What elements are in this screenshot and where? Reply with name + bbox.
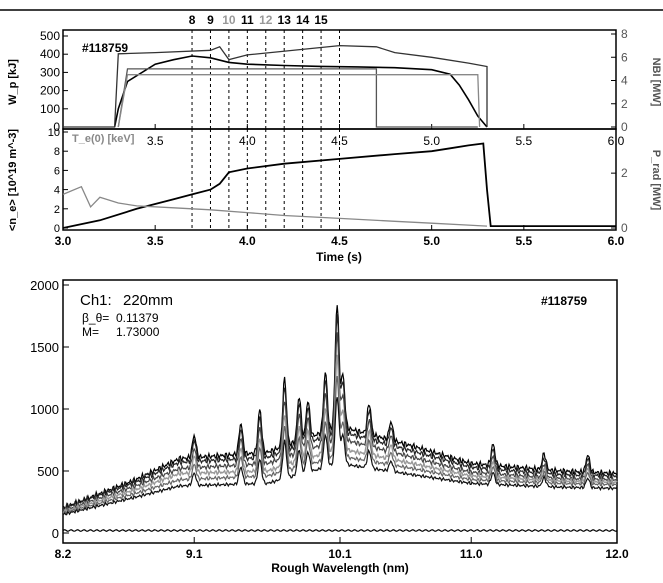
channel-label: Ch1: <box>80 292 112 309</box>
y-tick-label: 500 <box>40 29 60 43</box>
y-tick-label: 400 <box>40 47 60 61</box>
x-tick-label: 11.0 <box>460 547 483 561</box>
y-tick-label: 1000 <box>30 402 59 417</box>
y-tick-label: 1500 <box>30 340 59 355</box>
x-tick-label: 6.0 <box>608 234 625 248</box>
y-tick-label: 4 <box>54 185 60 197</box>
y-tick-right-label: 2 <box>621 97 628 111</box>
series-line <box>118 75 479 127</box>
y-tick-label: 300 <box>40 65 60 79</box>
y-tick-label: 2000 <box>30 278 59 293</box>
channel-value: 220mm <box>123 292 173 309</box>
y-tick-right-label: 0 <box>621 120 628 134</box>
x-tick-label: 9.1 <box>186 547 203 561</box>
y-tick-right-label: 4 <box>621 74 628 88</box>
x-tick-label: 3.5 <box>147 234 164 248</box>
marker-label: 10 <box>222 13 236 27</box>
marker-label: 9 <box>207 13 214 27</box>
param-m-value: 1.73000 <box>116 325 160 339</box>
y-tick-label: 200 <box>40 84 60 98</box>
spectrum-line <box>63 530 617 532</box>
xlabel-wavelength: Rough Wavelength (nm) <box>271 561 409 575</box>
y-tick-label: 10 <box>48 127 60 139</box>
param-beta-label: β_θ= <box>82 311 109 325</box>
y-tick-label: 8 <box>54 146 60 158</box>
shot-label-spectrum: #118759 <box>541 294 587 308</box>
shot-label-upper: #118759 <box>82 41 128 55</box>
y-tick-right-label: 6 <box>621 50 628 64</box>
x-tick-label: 12.0 <box>605 547 629 561</box>
marker-label: 13 <box>278 13 292 27</box>
x-tick-label: 5.5 <box>515 234 532 248</box>
x-tick-label: 8.2 <box>55 547 72 561</box>
te-label: T_e(0) [keV] <box>72 133 135 145</box>
marker-label: 12 <box>259 13 273 27</box>
x-tick-label: 10.1 <box>328 547 352 561</box>
y-tick-label: 6 <box>54 165 60 177</box>
ylabel-nbi: NBI [MW] <box>650 58 662 107</box>
ylabel-ne: <n_e> [10^19 m^-3] <box>7 129 19 231</box>
ylabel-wp: W_p [kJ] <box>7 59 19 105</box>
marker-label: 8 <box>189 13 196 27</box>
x-tick-label: 4.0 <box>239 234 256 248</box>
xlabel-time: Time (s) <box>316 250 362 264</box>
x-tick-label: 3.5 <box>147 134 164 148</box>
x-tick-label: 5.0 <box>423 134 440 148</box>
y-tick-label: 100 <box>40 102 60 116</box>
y-tick-label: 2 <box>54 204 60 216</box>
series-line <box>118 69 478 127</box>
param-beta-value: 0.11379 <box>116 311 159 325</box>
y-tick-right-label: 0 <box>621 221 628 235</box>
y-tick-label: 500 <box>37 464 59 479</box>
marker-label: 14 <box>296 13 310 27</box>
x-tick-label: 3.0 <box>55 234 72 248</box>
x-tick-label: 4.5 <box>331 234 348 248</box>
ylabel-prad: P_rad [MW] <box>650 150 662 211</box>
marker-label: 11 <box>241 13 254 27</box>
x-tick-label: 5.0 <box>423 234 440 248</box>
y-tick-label: 0 <box>54 223 60 235</box>
y-tick-right-label: 2 <box>621 166 628 180</box>
series-line <box>63 187 487 226</box>
x-tick-label: 5.5 <box>515 134 532 148</box>
param-m-label: M= <box>82 325 99 339</box>
series-line <box>115 56 487 127</box>
marker-label: 15 <box>314 13 328 27</box>
y-tick-label: 0 <box>52 526 59 541</box>
y-tick-right-label: 8 <box>621 27 628 41</box>
